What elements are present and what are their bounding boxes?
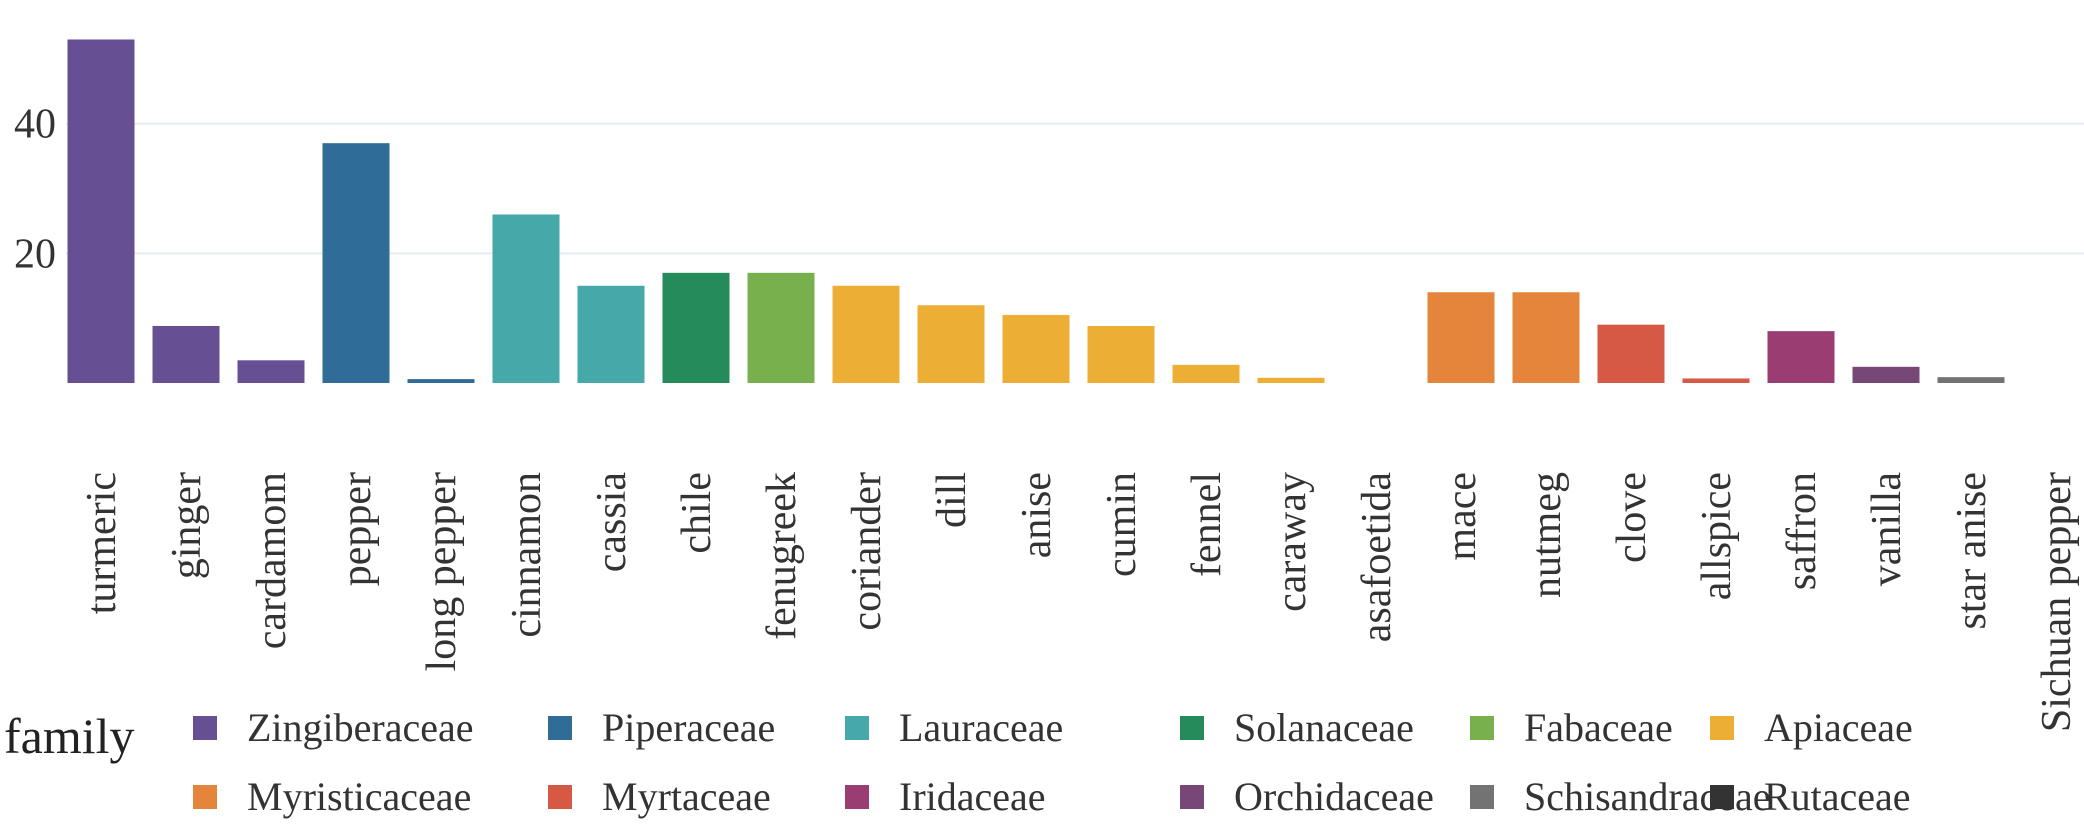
bar-pepper — [322, 143, 390, 383]
x-tick-label: asafoetida — [1354, 472, 1400, 643]
bar-ginger — [152, 325, 220, 383]
x-tick-label: star anise — [1949, 472, 1995, 629]
legend-swatch-fabaceae — [1470, 716, 1494, 740]
x-tick-label: cinnamon — [504, 472, 550, 638]
bar-fennel — [1172, 364, 1240, 383]
bar-cumin — [1087, 325, 1155, 383]
bar-allspice — [1682, 378, 1750, 383]
bar-chile — [662, 272, 730, 383]
legend-swatch-zingiberaceae — [193, 716, 217, 740]
y-tick-label: 40 — [14, 102, 56, 148]
x-tick-label: coriander — [844, 472, 890, 631]
x-axis-category-labels: turmeric ginger cardamom pepper long pepper c… — [79, 472, 2080, 732]
bar-anise — [1002, 314, 1070, 383]
x-tick-label: anise — [1014, 472, 1060, 558]
legend-label-myrtaceae: Myrtaceae — [602, 774, 771, 819]
legend-swatch-myrtaceae — [548, 785, 572, 809]
legend-label-orchidaceae: Orchidaceae — [1234, 774, 1434, 819]
legend-swatch-solanaceae — [1180, 716, 1204, 740]
bar-turmeric — [67, 39, 135, 384]
legend-swatch-orchidaceae — [1180, 785, 1204, 809]
x-tick-label: dill — [929, 472, 975, 528]
bar-cinnamon — [492, 214, 560, 383]
bars — [67, 39, 2005, 384]
x-tick-label: long pepper — [419, 472, 465, 671]
bar-cassia — [577, 285, 645, 383]
x-tick-label: nutmeg — [1524, 472, 1570, 598]
x-tick-label: fenugreek — [759, 472, 805, 640]
x-tick-label: cardamom — [249, 472, 295, 650]
x-tick-label: saffron — [1779, 472, 1825, 590]
legend-label-piperaceae: Piperaceae — [602, 705, 775, 750]
legend-label-myristicaceae: Myristicaceae — [247, 774, 471, 819]
x-tick-label: cassia — [589, 472, 635, 573]
legend-swatch-schisandraceae — [1470, 785, 1494, 809]
legend-swatch-rutaceae — [1710, 785, 1734, 809]
bar-clove — [1597, 324, 1665, 383]
bar-fenugreek — [747, 272, 815, 383]
legend-label-fabaceae: Fabaceae — [1524, 705, 1673, 750]
legend-label-zingiberaceae: Zingiberaceae — [247, 705, 474, 750]
bar-dill — [917, 305, 985, 383]
x-tick-label: fennel — [1184, 472, 1230, 577]
legend-label-iridaceae: Iridaceae — [899, 774, 1046, 819]
bar-saffron — [1767, 331, 1835, 383]
gridlines — [66, 122, 2084, 255]
bar-vanilla — [1852, 366, 1920, 383]
x-tick-label: allspice — [1694, 472, 1740, 600]
bar-coriander — [832, 285, 900, 383]
x-tick-label: ginger — [164, 472, 210, 579]
x-tick-label: Sichuan pepper — [2034, 472, 2080, 732]
legend-swatch-piperaceae — [548, 716, 572, 740]
bar-star-anise — [1937, 377, 2005, 383]
bar-nutmeg — [1512, 292, 1580, 383]
x-tick-label: caraway — [1269, 472, 1315, 612]
legend-swatch-iridaceae — [845, 785, 869, 809]
bar-caraway — [1257, 377, 1325, 383]
bar-mace — [1427, 292, 1495, 383]
y-tick-label: 20 — [14, 231, 56, 277]
x-tick-label: vanilla — [1864, 472, 1910, 587]
x-tick-label: chile — [674, 472, 720, 554]
legend-swatch-lauraceae — [845, 716, 869, 740]
x-tick-label: cumin — [1099, 472, 1145, 577]
legend-label-apiaceae: Apiaceae — [1764, 705, 1913, 750]
legend-swatch-myristicaceae — [193, 785, 217, 809]
x-tick-label: clove — [1609, 472, 1655, 563]
legend-swatch-apiaceae — [1710, 716, 1734, 740]
legend: family Zingiberaceae Piperaceae Lauraceae S… — [4, 705, 1913, 819]
legend-label-rutaceae: Rutaceae — [1764, 774, 1911, 819]
x-tick-label: pepper — [334, 472, 380, 586]
bar-cardamom — [237, 360, 305, 383]
x-tick-label: turmeric — [79, 472, 125, 614]
legend-title: family — [4, 708, 135, 764]
legend-label-solanaceae: Solanaceae — [1234, 705, 1414, 750]
x-tick-label: mace — [1439, 472, 1485, 561]
bar-long-pepper — [407, 379, 475, 383]
legend-label-lauraceae: Lauraceae — [899, 705, 1063, 750]
